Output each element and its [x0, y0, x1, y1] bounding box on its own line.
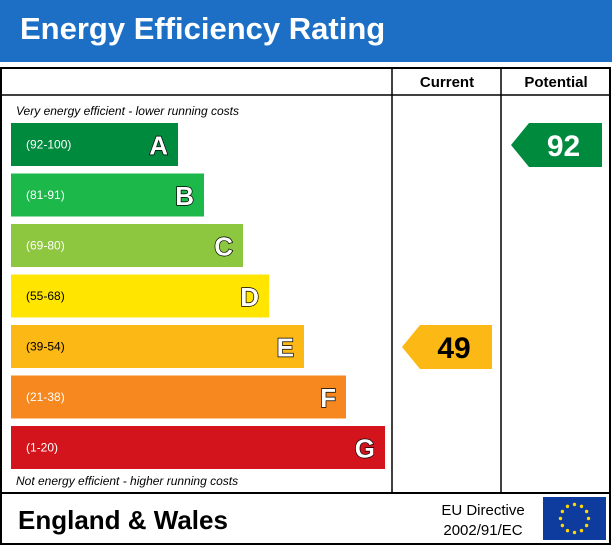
band-bar-a — [11, 123, 178, 166]
band-range-label: (39-54) — [26, 340, 65, 354]
band-e: (39-54) E — [11, 325, 304, 368]
top-note: Very energy efficient - lower running co… — [16, 104, 239, 118]
eu-star — [565, 504, 570, 509]
eu-star — [584, 523, 589, 528]
band-bar-f — [11, 375, 346, 419]
band-range-label: (81-91) — [26, 188, 65, 202]
band-d: (55-68) D — [11, 274, 269, 318]
eu-star — [572, 502, 577, 507]
band-g: (1-20) G — [11, 426, 385, 469]
eu-star — [558, 516, 563, 521]
current-column-header: Current — [420, 74, 474, 91]
eu-star — [560, 523, 565, 528]
eu-star — [565, 528, 570, 533]
header-bar: Energy Efficiency Rating — [0, 0, 612, 62]
eu-star — [586, 516, 591, 521]
eu-star — [572, 530, 577, 535]
current-rating: 49 — [402, 325, 492, 369]
band-c: (69-80) C — [11, 224, 243, 267]
band-letter: G — [355, 434, 375, 464]
band-range-label: (21-38) — [26, 390, 65, 404]
potential-column-header: Potential — [524, 74, 587, 91]
band-f: (21-38) F — [11, 375, 346, 419]
potential-rating: 92 — [511, 123, 602, 167]
eu-star — [584, 509, 589, 514]
potential-rating-value: 92 — [547, 130, 580, 163]
band-letter: B — [175, 181, 194, 211]
rating-bands: (92-100) A (81-91) B (69-80) C (55-68) D (39-54)… — [11, 123, 385, 469]
band-range-label: (55-68) — [26, 289, 65, 303]
band-bar-c — [11, 224, 243, 267]
page-title: Energy Efficiency Rating — [20, 11, 386, 46]
eu-star — [579, 528, 584, 533]
band-b: (81-91) B — [11, 173, 204, 217]
eu-flag-icon — [543, 497, 606, 540]
current-rating-value: 49 — [437, 332, 470, 365]
eu-star — [579, 504, 584, 509]
region-label: England & Wales — [18, 505, 228, 535]
band-letter: A — [149, 131, 168, 161]
band-a: (92-100) A — [11, 123, 178, 166]
band-letter: D — [240, 282, 259, 312]
band-range-label: (92-100) — [26, 138, 71, 152]
eu-directive-line1: EU Directive — [441, 502, 524, 519]
band-bar-d — [11, 274, 269, 318]
band-bar-e — [11, 325, 304, 368]
current-rating-arrow — [402, 325, 492, 369]
bottom-note: Not energy efficient - higher running co… — [16, 474, 238, 488]
rating-indicators: 49 92 — [402, 123, 602, 369]
band-letter: F — [320, 383, 336, 413]
band-letter: E — [277, 333, 294, 363]
eu-directive-line2: 2002/91/EC — [443, 522, 522, 539]
band-bar-b — [11, 173, 204, 217]
band-letter: C — [214, 232, 233, 262]
band-bar-g — [11, 426, 385, 469]
band-range-label: (1-20) — [26, 441, 58, 455]
eu-star — [560, 509, 565, 514]
band-range-label: (69-80) — [26, 239, 65, 253]
potential-rating-arrow — [511, 123, 602, 167]
